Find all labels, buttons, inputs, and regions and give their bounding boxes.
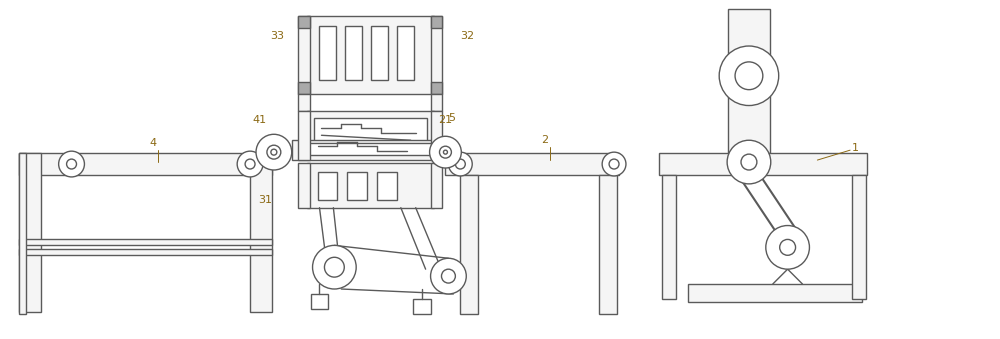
- Circle shape: [324, 257, 344, 277]
- Bar: [599, 175, 617, 314]
- Text: 21: 21: [438, 115, 453, 125]
- Text: 5: 5: [448, 114, 455, 123]
- Circle shape: [602, 152, 626, 176]
- Bar: [19, 250, 272, 255]
- Bar: [728, 9, 770, 153]
- Circle shape: [245, 159, 255, 169]
- Bar: [19, 153, 272, 175]
- Circle shape: [441, 269, 455, 283]
- Bar: [852, 175, 866, 299]
- Circle shape: [727, 140, 771, 184]
- Bar: [314, 118, 427, 146]
- Text: 32: 32: [460, 31, 474, 41]
- Bar: [377, 172, 397, 200]
- Circle shape: [455, 159, 465, 169]
- Bar: [298, 112, 310, 160]
- Bar: [413, 299, 431, 314]
- Bar: [431, 82, 442, 94]
- Circle shape: [256, 134, 292, 170]
- Bar: [307, 112, 434, 151]
- Bar: [298, 16, 310, 28]
- Circle shape: [609, 159, 619, 169]
- Circle shape: [443, 150, 447, 154]
- Bar: [431, 16, 442, 28]
- Bar: [319, 26, 336, 80]
- Text: 2: 2: [541, 135, 548, 145]
- Bar: [460, 175, 478, 314]
- Circle shape: [735, 62, 763, 89]
- Circle shape: [267, 145, 281, 159]
- Circle shape: [439, 146, 451, 158]
- Bar: [431, 163, 442, 208]
- Bar: [311, 294, 328, 309]
- Bar: [662, 175, 676, 299]
- Bar: [307, 163, 434, 208]
- Text: 4: 4: [149, 138, 156, 148]
- Bar: [397, 26, 414, 80]
- Circle shape: [271, 149, 277, 155]
- Circle shape: [59, 151, 84, 177]
- Bar: [318, 172, 337, 200]
- Circle shape: [741, 154, 757, 170]
- Bar: [307, 143, 434, 155]
- Bar: [298, 163, 310, 208]
- Text: 33: 33: [270, 31, 284, 41]
- Bar: [431, 16, 442, 94]
- Bar: [431, 112, 442, 160]
- Bar: [431, 94, 442, 112]
- Circle shape: [719, 46, 779, 105]
- Bar: [298, 94, 310, 112]
- Text: 3: 3: [448, 148, 455, 158]
- Circle shape: [780, 239, 796, 255]
- Bar: [659, 153, 867, 175]
- Circle shape: [430, 136, 461, 168]
- Circle shape: [431, 258, 466, 294]
- Text: 41: 41: [253, 115, 267, 125]
- Bar: [307, 16, 434, 94]
- Bar: [19, 153, 41, 312]
- Bar: [19, 239, 272, 245]
- Bar: [371, 26, 388, 80]
- Text: 1: 1: [852, 143, 859, 153]
- Circle shape: [67, 159, 76, 169]
- Bar: [445, 153, 619, 175]
- Circle shape: [313, 245, 356, 289]
- Circle shape: [448, 152, 472, 176]
- Bar: [19, 153, 26, 314]
- Text: 31: 31: [258, 195, 272, 205]
- Bar: [250, 153, 272, 312]
- Circle shape: [766, 225, 809, 269]
- Circle shape: [237, 151, 263, 177]
- Bar: [688, 284, 862, 302]
- Bar: [298, 82, 310, 94]
- Bar: [347, 172, 367, 200]
- Bar: [345, 26, 362, 80]
- Bar: [292, 140, 445, 160]
- Bar: [298, 16, 310, 94]
